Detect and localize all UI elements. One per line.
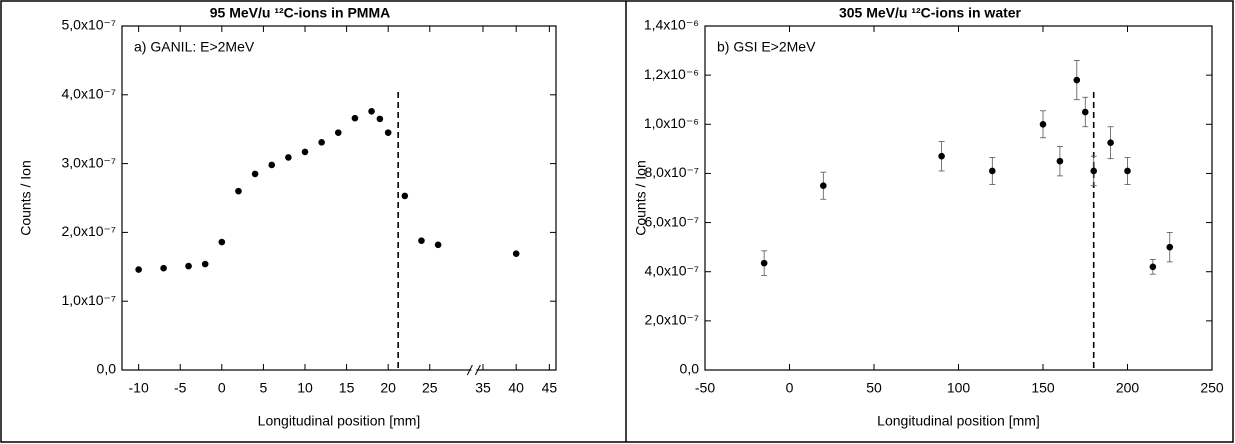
- y-tick-label: 1,0x10⁻⁷: [62, 292, 117, 308]
- data-point: [512, 250, 520, 258]
- data-point: [1149, 263, 1157, 271]
- x-tick-label: 0: [218, 380, 226, 396]
- data-point: [401, 192, 409, 200]
- data-point: [368, 108, 375, 115]
- data-point: [218, 238, 226, 246]
- annotation: a) GANIL: E>2MeV: [134, 39, 255, 55]
- y-axis-label: Counts / Ion: [633, 160, 649, 236]
- y-tick-label: 0,0: [97, 361, 117, 377]
- data-point: [938, 152, 945, 160]
- x-tick-label: 15: [339, 380, 355, 396]
- x-tick-label: 50: [866, 380, 882, 396]
- y-tick-label: 6,0x10⁻⁷: [645, 213, 700, 229]
- y-tick-label: 1,0x10⁻⁶: [644, 115, 699, 131]
- data-point: [376, 115, 384, 123]
- data-point: [351, 114, 359, 122]
- x-axis-label: Longitudinal position [mm]: [877, 413, 1040, 429]
- y-axis-label: Counts / Ion: [18, 160, 34, 236]
- x-tick-label: 40: [508, 380, 524, 396]
- data-point: [1090, 167, 1097, 175]
- data-point: [160, 264, 167, 272]
- data-point: [1107, 139, 1114, 147]
- y-tick-label: 8,0x10⁻⁷: [645, 164, 700, 180]
- data-point: [1056, 157, 1064, 165]
- x-tick-label: 250: [1200, 380, 1224, 396]
- data-point: [1124, 167, 1131, 175]
- y-tick-label: 1,4x10⁻⁶: [644, 17, 699, 33]
- x-tick-label: 10: [297, 380, 313, 396]
- data-point: [185, 262, 192, 270]
- x-tick-label: 5: [260, 380, 268, 396]
- data-point: [760, 259, 768, 267]
- y-tick-label: 1,2x10⁻⁶: [644, 66, 699, 82]
- data-point: [135, 266, 142, 273]
- data-point: [418, 237, 425, 244]
- data-point: [820, 182, 827, 190]
- data-point: [318, 138, 325, 146]
- data-point: [251, 170, 259, 178]
- plot-frame: [704, 25, 1213, 371]
- x-tick-label: 200: [1116, 380, 1140, 396]
- x-tick-label: -5: [174, 380, 187, 396]
- y-tick-label: 4,0x10⁻⁷: [645, 262, 700, 278]
- x-tick-label: 0: [786, 380, 794, 396]
- axis-break-gap: [471, 368, 477, 372]
- data-point: [235, 187, 242, 195]
- data-point: [384, 129, 392, 136]
- data-point: [301, 148, 309, 156]
- y-tick-label: 2,0x10⁻⁷: [62, 223, 117, 239]
- data-point: [268, 161, 276, 169]
- x-tick-label: 100: [947, 380, 971, 396]
- y-tick-label: 3,0x10⁻⁷: [62, 154, 117, 170]
- data-point: [1073, 76, 1081, 84]
- x-tick-label: 35: [475, 380, 491, 396]
- data-point: [1166, 243, 1174, 251]
- data-point: [434, 241, 442, 249]
- x-axis-label: Longitudinal position [mm]: [258, 413, 421, 429]
- data-point: [201, 260, 209, 268]
- plot-frame: [121, 25, 557, 371]
- data-point: [1081, 108, 1089, 116]
- y-tick-label: 0,0: [680, 361, 700, 377]
- x-tick-label: -10: [129, 380, 149, 396]
- chart-title: 305 MeV/u ¹²C-ions in water: [839, 5, 1022, 21]
- chart-title: 95 MeV/u ¹²C-ions in PMMA: [210, 5, 390, 21]
- x-tick-label: 25: [422, 380, 438, 396]
- data-point: [989, 167, 996, 175]
- y-tick-label: 2,0x10⁻⁷: [645, 312, 700, 328]
- data-point: [1039, 120, 1047, 128]
- annotation: b) GSI E>2MeV: [717, 39, 816, 55]
- data-point: [334, 129, 342, 136]
- x-tick-label: 150: [1031, 380, 1055, 396]
- x-tick-label: 20: [380, 380, 396, 396]
- y-tick-label: 5,0x10⁻⁷: [62, 17, 117, 33]
- data-point: [285, 154, 292, 161]
- y-tick-label: 4,0x10⁻⁷: [62, 86, 117, 102]
- x-tick-label: -50: [695, 380, 715, 396]
- x-tick-label: 45: [542, 380, 558, 396]
